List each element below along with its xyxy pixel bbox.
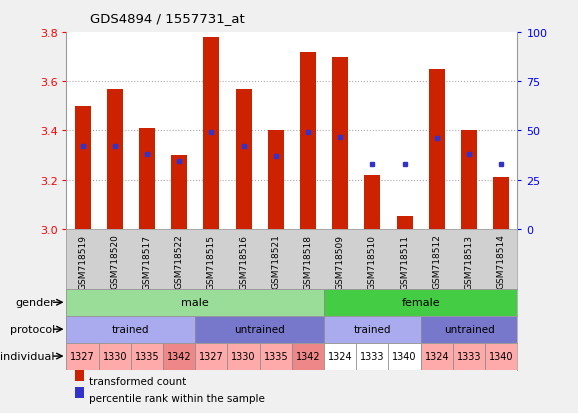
Text: female: female bbox=[401, 297, 440, 308]
Text: GSM718521: GSM718521 bbox=[271, 234, 280, 289]
Bar bbox=[268, 131, 284, 229]
Bar bbox=[453, 343, 485, 370]
Bar bbox=[292, 343, 324, 370]
Text: gender: gender bbox=[15, 297, 55, 308]
Text: 1330: 1330 bbox=[102, 351, 127, 361]
Bar bbox=[324, 289, 517, 316]
Text: GSM718515: GSM718515 bbox=[207, 234, 216, 289]
Bar bbox=[66, 316, 195, 343]
Text: trained: trained bbox=[354, 324, 391, 335]
Text: GSM718517: GSM718517 bbox=[143, 234, 151, 289]
Text: 1327: 1327 bbox=[199, 351, 224, 361]
Text: GSM718512: GSM718512 bbox=[432, 234, 441, 289]
Bar bbox=[163, 343, 195, 370]
Text: 1340: 1340 bbox=[392, 351, 417, 361]
Bar bbox=[324, 343, 356, 370]
Text: 1333: 1333 bbox=[457, 351, 481, 361]
Bar bbox=[228, 343, 260, 370]
Text: GSM718510: GSM718510 bbox=[368, 234, 377, 289]
Text: GSM718511: GSM718511 bbox=[400, 234, 409, 289]
Bar bbox=[131, 343, 163, 370]
Bar bbox=[107, 90, 123, 229]
Text: 1340: 1340 bbox=[489, 351, 513, 361]
Text: GSM718516: GSM718516 bbox=[239, 234, 248, 289]
Bar bbox=[485, 343, 517, 370]
Text: protocol: protocol bbox=[10, 324, 55, 335]
Text: 1324: 1324 bbox=[424, 351, 449, 361]
Bar bbox=[429, 70, 445, 229]
Text: 1324: 1324 bbox=[328, 351, 353, 361]
Bar bbox=[76, 370, 84, 381]
Text: GSM718519: GSM718519 bbox=[78, 234, 87, 289]
Text: 1342: 1342 bbox=[167, 351, 191, 361]
Text: untrained: untrained bbox=[234, 324, 285, 335]
Bar bbox=[364, 175, 380, 229]
Bar bbox=[171, 156, 187, 229]
Bar bbox=[461, 131, 477, 229]
Bar bbox=[195, 316, 324, 343]
Bar bbox=[421, 316, 517, 343]
Text: transformed count: transformed count bbox=[89, 376, 186, 386]
Bar bbox=[493, 178, 509, 229]
Text: GSM718514: GSM718514 bbox=[497, 234, 506, 289]
Text: 1335: 1335 bbox=[135, 351, 160, 361]
Bar bbox=[356, 343, 388, 370]
Bar bbox=[203, 38, 220, 229]
Bar bbox=[195, 343, 228, 370]
Text: GDS4894 / 1557731_at: GDS4894 / 1557731_at bbox=[90, 12, 244, 25]
Text: male: male bbox=[181, 297, 209, 308]
Text: untrained: untrained bbox=[444, 324, 494, 335]
Text: 1330: 1330 bbox=[231, 351, 256, 361]
Bar bbox=[332, 57, 348, 229]
Text: GSM718509: GSM718509 bbox=[336, 234, 344, 289]
Bar bbox=[300, 52, 316, 229]
Text: percentile rank within the sample: percentile rank within the sample bbox=[89, 393, 265, 403]
Text: 1333: 1333 bbox=[360, 351, 384, 361]
Text: GSM718520: GSM718520 bbox=[110, 234, 119, 289]
Bar bbox=[421, 343, 453, 370]
Text: trained: trained bbox=[112, 324, 150, 335]
Text: individual: individual bbox=[1, 351, 55, 361]
Bar bbox=[76, 387, 84, 398]
Bar bbox=[324, 316, 421, 343]
Bar bbox=[236, 90, 251, 229]
Bar bbox=[260, 343, 292, 370]
Bar bbox=[75, 107, 91, 229]
Bar bbox=[397, 217, 413, 229]
Text: GSM718522: GSM718522 bbox=[175, 234, 184, 289]
Text: 1327: 1327 bbox=[70, 351, 95, 361]
Bar bbox=[388, 343, 421, 370]
Text: 1335: 1335 bbox=[264, 351, 288, 361]
Text: GSM718513: GSM718513 bbox=[465, 234, 473, 289]
Bar bbox=[139, 129, 155, 229]
Text: GSM718518: GSM718518 bbox=[303, 234, 313, 289]
Text: 1342: 1342 bbox=[296, 351, 320, 361]
Bar bbox=[66, 289, 324, 316]
Bar bbox=[99, 343, 131, 370]
Bar bbox=[66, 343, 99, 370]
